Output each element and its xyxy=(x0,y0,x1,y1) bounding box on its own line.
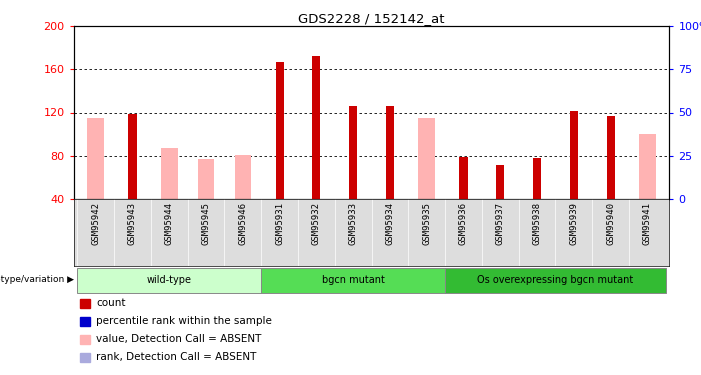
Bar xyxy=(496,165,504,199)
Text: GSM95938: GSM95938 xyxy=(533,202,542,245)
Bar xyxy=(349,106,358,199)
Text: GSM95943: GSM95943 xyxy=(128,202,137,245)
Bar xyxy=(88,118,104,199)
Text: percentile rank within the sample: percentile rank within the sample xyxy=(96,316,272,326)
Text: GSM95932: GSM95932 xyxy=(312,202,321,245)
Bar xyxy=(198,159,215,199)
Text: genotype/variation ▶: genotype/variation ▶ xyxy=(0,275,74,284)
Text: Os overexpressing bgcn mutant: Os overexpressing bgcn mutant xyxy=(477,275,634,285)
Text: GSM95939: GSM95939 xyxy=(569,202,578,245)
Text: GSM95933: GSM95933 xyxy=(348,202,358,245)
Bar xyxy=(459,157,468,199)
Text: GSM95945: GSM95945 xyxy=(201,202,210,245)
Bar xyxy=(80,317,90,326)
Bar xyxy=(639,134,655,199)
Bar xyxy=(80,353,90,362)
Bar xyxy=(261,268,445,293)
Title: GDS2228 / 152142_at: GDS2228 / 152142_at xyxy=(299,12,444,25)
Text: count: count xyxy=(96,298,125,308)
Bar xyxy=(128,114,137,199)
Text: GSM95934: GSM95934 xyxy=(386,202,395,245)
Text: GSM95935: GSM95935 xyxy=(422,202,431,245)
Text: GSM95936: GSM95936 xyxy=(459,202,468,245)
Bar xyxy=(533,158,541,199)
Text: bgcn mutant: bgcn mutant xyxy=(322,275,385,285)
Bar xyxy=(313,57,320,199)
Bar xyxy=(235,154,251,199)
Text: rank, Detection Call = ABSENT: rank, Detection Call = ABSENT xyxy=(96,352,257,362)
Text: GSM95944: GSM95944 xyxy=(165,202,174,245)
Bar xyxy=(275,62,284,199)
Text: value, Detection Call = ABSENT: value, Detection Call = ABSENT xyxy=(96,334,261,344)
Bar xyxy=(445,268,666,293)
Bar xyxy=(570,111,578,199)
Bar xyxy=(80,335,90,344)
Text: GSM95940: GSM95940 xyxy=(606,202,615,245)
Text: GSM95942: GSM95942 xyxy=(91,202,100,245)
Bar xyxy=(80,299,90,308)
Text: GSM95946: GSM95946 xyxy=(238,202,247,245)
Bar xyxy=(77,268,261,293)
Text: GSM95931: GSM95931 xyxy=(275,202,284,245)
Text: wild-type: wild-type xyxy=(147,275,192,285)
Bar xyxy=(418,118,435,199)
Bar xyxy=(161,148,177,199)
Bar xyxy=(606,116,615,199)
Text: GSM95937: GSM95937 xyxy=(496,202,505,245)
Bar xyxy=(386,106,394,199)
Text: GSM95941: GSM95941 xyxy=(643,202,652,245)
